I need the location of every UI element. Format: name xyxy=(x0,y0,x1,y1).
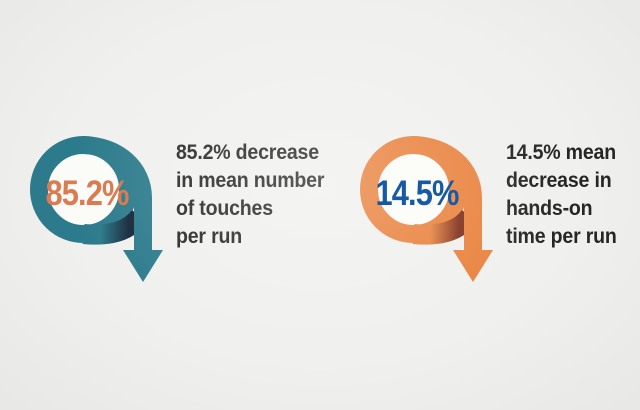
arrow-head-shape xyxy=(453,250,493,282)
description-line: of touches xyxy=(176,197,273,220)
description-line: 14.5% mean xyxy=(506,141,616,164)
description-line: hands-on xyxy=(506,197,593,220)
stat-description: 85.2% decrease in mean number of touches… xyxy=(176,139,324,251)
circular-decrease-arrow-icon xyxy=(360,136,493,282)
stat-description: 14.5% mean decrease in hands-on time per… xyxy=(506,139,617,251)
stat-value: 14.5% xyxy=(375,174,460,213)
arrow-shaft-shape xyxy=(412,136,482,252)
stat-value: 85.2% xyxy=(45,174,130,213)
description-line: in mean number xyxy=(176,169,325,192)
description-line: 85.2% decrease xyxy=(176,141,319,164)
circular-decrease-arrow-icon xyxy=(30,136,163,282)
description-line: time per run xyxy=(506,225,617,248)
arrow-head-shape xyxy=(123,250,163,282)
description-line: decrease in xyxy=(506,169,612,192)
arrow-shaft-shape xyxy=(82,136,152,252)
description-line: per run xyxy=(176,225,242,248)
